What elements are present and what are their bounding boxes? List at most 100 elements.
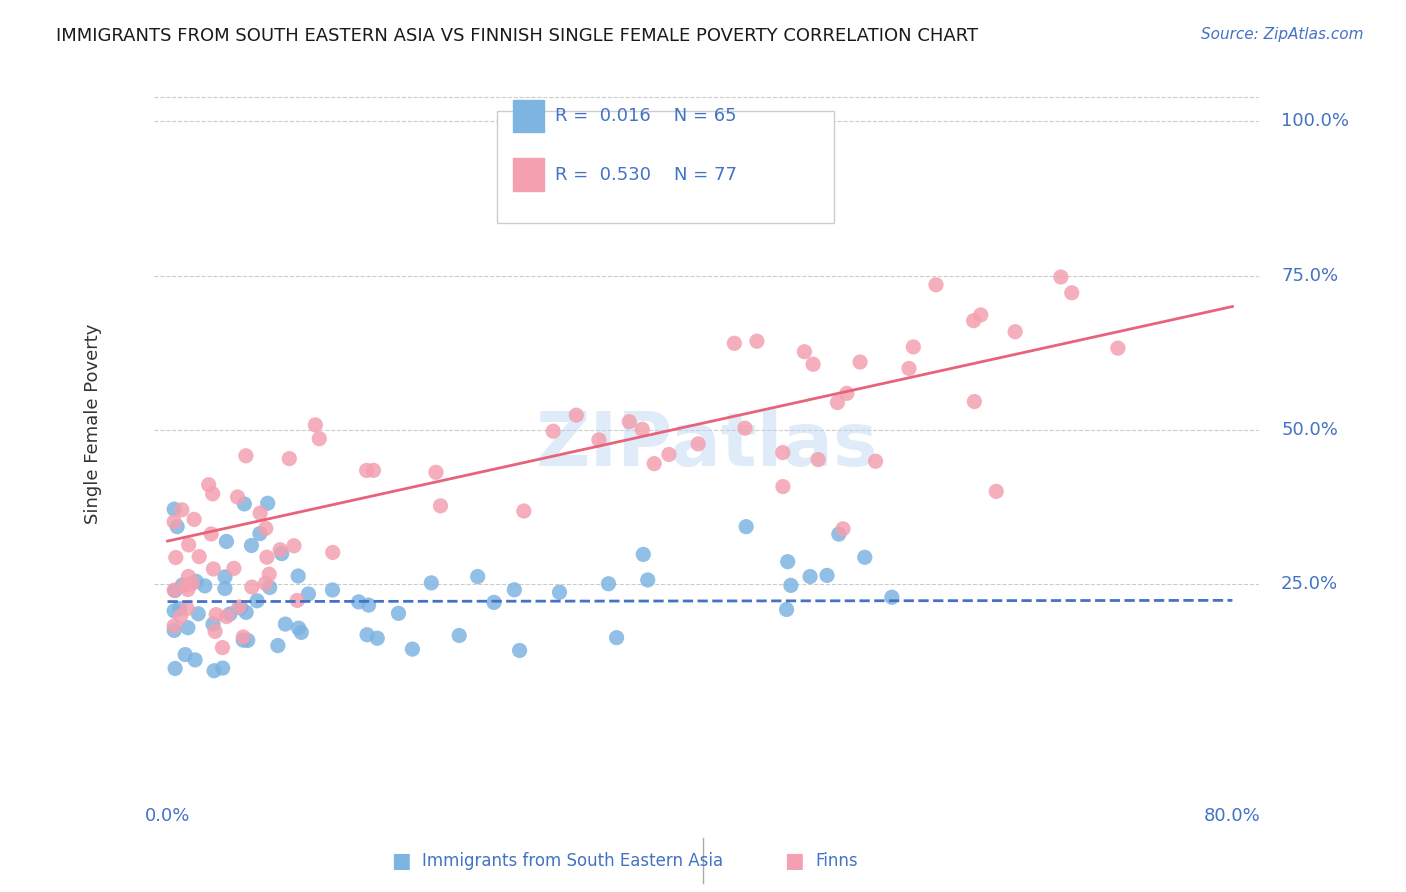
Point (235, 606, 257, 620)
Text: 75.0%: 75.0% (1281, 267, 1339, 285)
Point (249, 506, 271, 520)
Point (163, 583, 186, 598)
Point (246, 594, 269, 608)
Point (429, 499, 451, 513)
Text: 0.0%: 0.0% (145, 806, 190, 824)
Point (304, 417, 326, 432)
Point (219, 607, 242, 621)
Point (232, 633, 254, 648)
Point (903, 340, 925, 354)
Point (233, 497, 256, 511)
Point (194, 579, 217, 593)
Point (278, 451, 301, 466)
Point (274, 617, 297, 632)
Point (513, 504, 536, 518)
Point (835, 386, 858, 401)
Point (285, 593, 308, 607)
Point (565, 408, 588, 422)
Point (184, 653, 207, 667)
Text: Finns: Finns (815, 852, 858, 870)
Point (177, 569, 200, 583)
Point (745, 334, 768, 348)
Point (775, 602, 797, 616)
Point (174, 648, 197, 662)
Point (772, 479, 794, 493)
Point (267, 639, 290, 653)
Point (633, 548, 655, 562)
Point (211, 640, 233, 655)
Point (228, 600, 250, 615)
Point (779, 578, 801, 592)
Point (177, 538, 200, 552)
Point (503, 582, 526, 597)
Point (482, 595, 505, 609)
Point (793, 344, 815, 359)
Text: Immigrants from South Eastern Asia: Immigrants from South Eastern Asia (422, 852, 723, 870)
Point (631, 422, 654, 436)
Point (283, 539, 305, 553)
Point (240, 539, 263, 553)
Point (204, 624, 226, 639)
Text: IMMIGRANTS FROM SOUTH EASTERN ASIA VS FINNISH SINGLE FEMALE POVERTY CORRELATION : IMMIGRANTS FROM SOUTH EASTERN ASIA VS FI… (56, 27, 979, 45)
Point (222, 561, 245, 575)
Point (588, 433, 610, 447)
Point (366, 631, 388, 645)
Point (181, 576, 204, 591)
Point (897, 361, 920, 376)
Point (201, 487, 224, 501)
Point (322, 545, 344, 559)
Text: ■: ■ (785, 851, 804, 871)
Point (169, 609, 191, 624)
Point (827, 395, 849, 409)
Text: ■: ■ (391, 851, 411, 871)
Point (363, 463, 385, 477)
Point (509, 643, 531, 657)
Point (832, 522, 855, 536)
Point (177, 582, 200, 597)
Point (1004, 325, 1026, 339)
Point (165, 550, 187, 565)
Point (356, 628, 378, 642)
Point (723, 336, 745, 351)
Point (925, 277, 948, 292)
Point (163, 624, 186, 638)
Point (257, 567, 280, 582)
Text: 80.0%: 80.0% (1204, 806, 1261, 824)
Point (254, 521, 277, 535)
Text: Single Female Poverty: Single Female Poverty (84, 324, 103, 524)
Point (541, 424, 564, 438)
Point (1049, 270, 1071, 285)
Text: 100.0%: 100.0% (1281, 112, 1350, 130)
Point (202, 664, 225, 678)
Point (1107, 341, 1129, 355)
Point (970, 308, 993, 322)
Point (172, 578, 194, 592)
Point (174, 578, 197, 592)
Point (187, 607, 209, 621)
Point (163, 619, 186, 633)
Point (226, 490, 249, 504)
Point (734, 421, 756, 435)
FancyBboxPatch shape (496, 111, 834, 224)
Point (287, 621, 309, 635)
Point (240, 580, 263, 594)
Point (828, 527, 851, 541)
Point (229, 601, 252, 615)
Point (169, 601, 191, 615)
Point (598, 576, 620, 591)
Point (815, 568, 838, 582)
Point (321, 582, 343, 597)
Text: 50.0%: 50.0% (1281, 421, 1339, 439)
Bar (513, 158, 544, 191)
Bar (513, 100, 544, 132)
Point (619, 415, 641, 429)
Point (270, 547, 292, 561)
Point (801, 357, 824, 371)
Point (548, 585, 571, 599)
Point (177, 621, 200, 635)
Point (256, 550, 278, 565)
Point (269, 542, 291, 557)
Text: ZIPatlas: ZIPatlas (536, 409, 877, 483)
Point (688, 437, 710, 451)
Point (163, 515, 186, 529)
